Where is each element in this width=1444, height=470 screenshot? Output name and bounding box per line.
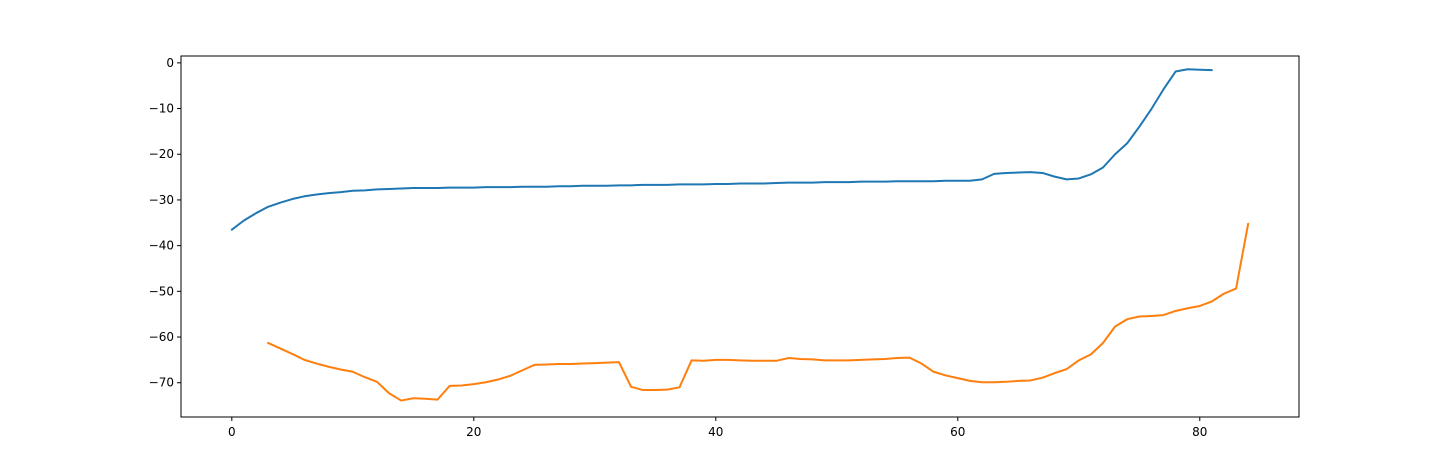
series-line-2 <box>267 222 1250 402</box>
y-tick-label: 0 <box>166 56 174 70</box>
series-line-1 <box>230 68 1213 231</box>
x-tick-label: 40 <box>708 425 723 439</box>
y-tick-label: −50 <box>149 284 174 298</box>
series-layer <box>230 68 1250 402</box>
y-tick-label: −70 <box>149 376 174 390</box>
y-tick-label: −60 <box>149 330 174 344</box>
tick-layer: 0 20 40 60 80 0 −10 −20 −30 −40 −50 −60 −70 <box>149 56 1208 439</box>
x-tick-label: 0 <box>228 425 236 439</box>
y-tick-label: −10 <box>149 102 174 116</box>
plot-area <box>181 56 1299 417</box>
x-tick-label: 80 <box>1192 425 1207 439</box>
y-tick-label: −20 <box>149 147 174 161</box>
y-tick-label: −30 <box>149 193 174 207</box>
y-tick-label: −40 <box>149 239 174 253</box>
axes-frame <box>180 55 1300 418</box>
x-tick-label: 60 <box>950 425 965 439</box>
x-tick-label: 20 <box>466 425 481 439</box>
